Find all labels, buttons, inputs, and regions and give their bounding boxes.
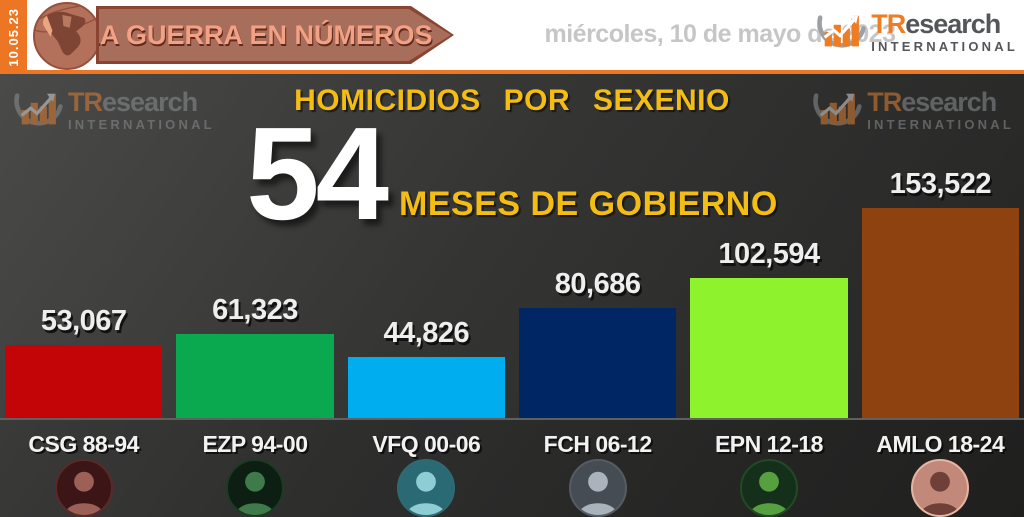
bar-value-label: 53,067 (40, 305, 127, 337)
brand-name-prefix: TR (68, 87, 103, 117)
person-silhouette-icon (749, 471, 789, 515)
category-label: FCH 06-12 (543, 431, 652, 457)
category-label: EZP 94-00 (202, 431, 308, 457)
mexico-map-icon (35, 4, 99, 56)
brand-logo: TResearch INTERNATIONAL (813, 8, 1018, 56)
brand-text: TResearch INTERNATIONAL (68, 89, 215, 132)
watermark-logo-right: TResearch INTERNATIONAL (809, 86, 1014, 134)
person-silhouette-icon (235, 471, 275, 515)
bar-column: 153,522 (861, 168, 1019, 418)
bar-column: 44,826 (347, 317, 505, 418)
header-bar: 10.05.23 LA GUERRA EN NÚMEROS miércoles,… (0, 0, 1024, 74)
brand-name: TResearch (871, 11, 1018, 38)
legend-row: CSG 88-94 EZP 94-00 VFQ 00-06 FCH 06-12 EPN … (0, 420, 1024, 517)
bar-value-label: 102,594 (718, 238, 820, 270)
category-label: VFQ 00-06 (372, 431, 481, 457)
footer-shade (0, 420, 1024, 517)
person-silhouette-icon (406, 471, 446, 515)
legend-cell: VFQ 00-06 (348, 420, 505, 517)
brand-chart-icon (813, 93, 862, 126)
president-avatar (568, 459, 627, 517)
president-avatar (225, 459, 284, 517)
person-silhouette-icon (578, 471, 617, 515)
brand-name: TResearch (867, 89, 1014, 116)
brand-subtitle: INTERNATIONAL (68, 117, 215, 132)
bar (5, 345, 163, 418)
date-badge: 10.05.23 (0, 0, 27, 74)
brand-chart-icon (817, 15, 866, 48)
brand-name: TResearch (68, 89, 215, 116)
header-divider (0, 70, 1024, 74)
axis-baseline (0, 418, 1024, 420)
category-label: AMLO 18-24 (876, 431, 1005, 457)
brand-name-suffix: esearch (901, 87, 997, 117)
brand-name-suffix: esearch (102, 87, 198, 117)
watermark-logo-left: TResearch INTERNATIONAL (10, 86, 215, 134)
bar-column: 53,067 (5, 305, 163, 418)
bar-column: 61,323 (176, 294, 334, 418)
bar-value-label: 44,826 (383, 317, 470, 349)
bar (690, 278, 848, 418)
bar-value-label: 153,522 (889, 168, 992, 200)
bar-column: 80,686 (518, 268, 677, 418)
legend-cell: CSG 88-94 (5, 420, 162, 517)
legend-cell: EPN 12-18 (690, 420, 847, 517)
bar (518, 308, 677, 418)
date-badge-label: 10.05.23 (6, 7, 21, 67)
mexico-emblem (33, 2, 101, 70)
brand-chart-icon (14, 93, 63, 126)
bar-column: 102,594 (690, 238, 848, 418)
brand-text: TResearch INTERNATIONAL (871, 11, 1018, 54)
person-silhouette-icon (920, 471, 960, 515)
show-title-banner-inner: LA GUERRA EN NÚMEROS (99, 9, 451, 61)
legend-cell: AMLO 18-24 (862, 420, 1019, 517)
bar (861, 208, 1019, 418)
brand-name-prefix: TR (867, 87, 902, 117)
bars-row: 53,067 61,323 44,826 80,686 102,594 153,522 (0, 168, 1024, 418)
category-label: EPN 12-18 (714, 431, 824, 457)
president-avatar (54, 459, 113, 517)
show-title-banner: LA GUERRA EN NÚMEROS (96, 6, 454, 64)
president-avatar (739, 459, 798, 517)
bar (176, 334, 334, 418)
brand-text: TResearch INTERNATIONAL (867, 89, 1014, 132)
bar-value-label: 80,686 (554, 268, 641, 300)
category-label: CSG 88-94 (28, 431, 139, 457)
bar (347, 357, 505, 418)
brand-subtitle: INTERNATIONAL (871, 39, 1018, 54)
president-avatar (911, 459, 970, 517)
show-title: LA GUERRA EN NÚMEROS (83, 19, 433, 50)
legend-cell: EZP 94-00 (176, 420, 333, 517)
chart-area: TResearch INTERNATIONAL TResearch INTERN… (0, 74, 1024, 517)
chart-title: HOMICIDIOS POR SEXENIO (294, 84, 730, 117)
legend-cell: FCH 06-12 (519, 420, 676, 517)
brand-subtitle: INTERNATIONAL (867, 117, 1014, 132)
brand-name-prefix: TR (871, 9, 906, 39)
brand-name-suffix: esearch (905, 9, 1001, 39)
president-avatar (397, 459, 456, 517)
bar-value-label: 61,323 (212, 294, 298, 326)
person-silhouette-icon (64, 471, 104, 515)
